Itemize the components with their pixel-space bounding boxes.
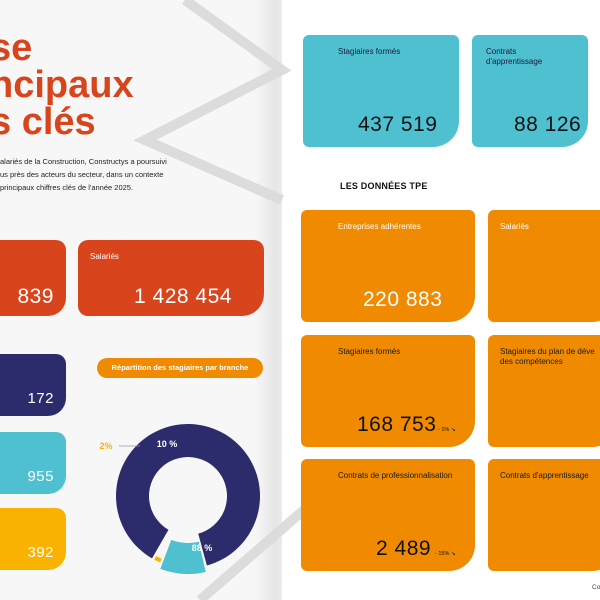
stat-card-salaries: Salariés 1 428 454: [78, 240, 264, 316]
stat-value: 437 519: [358, 113, 438, 136]
stat-label: Salariés: [500, 222, 529, 231]
tpe-card-entreprises: Entreprises adhérentes 220 883: [301, 210, 475, 322]
slice-navy: [116, 424, 261, 566]
page-headline: se ncipaux s clés: [0, 27, 134, 143]
stat-label: Stagiaires formés: [338, 347, 401, 356]
trend-indicator: - 1% ↘: [438, 427, 456, 433]
tpe-card-salaries: Salariés: [488, 210, 600, 322]
stat-value: 2 489: [376, 537, 432, 560]
intro-line: us près des acteurs du secteur, dans un …: [0, 170, 164, 179]
page-footer: Co: [592, 584, 600, 591]
stat-label: Contrats d'apprentissage: [500, 471, 589, 480]
stat-card-navy: 172: [0, 354, 66, 416]
stat-label-line: Stagiaires du plan de déve: [500, 347, 595, 356]
trend-indicator: - 15% ↘: [435, 551, 456, 557]
tpe-card-stagiaires: Stagiaires formés 168 753 - 1% ↘: [301, 335, 475, 447]
chart-title-pill: Répartition des stagiaires par branche: [97, 358, 263, 378]
stat-label: Contrats de professionnalisation: [338, 471, 453, 480]
slice-cyan: [160, 539, 206, 574]
stat-label-line: Stagiaires formés: [338, 47, 401, 56]
tpe-card-contrats-pro: Contrats de professionnalisation 2 489 -…: [301, 459, 475, 571]
stat-label: Stagiaires formés: [338, 47, 400, 57]
stat-value: 172: [27, 390, 54, 407]
stat-label: Salariés: [90, 252, 119, 261]
slice-yellow: [154, 556, 162, 563]
stat-label-line: d'apprentissage: [486, 57, 543, 66]
stat-card-cyan: 955: [0, 432, 66, 494]
stat-label-line: Contrats: [486, 47, 517, 56]
donut-label: 2%: [99, 441, 112, 451]
stat-value: 955: [27, 468, 54, 485]
stat-value: 1 428 454: [134, 285, 232, 308]
stat-card-yellow: 392: [0, 508, 66, 570]
stat-label: Stagiaires du plan de déve des compétenc…: [500, 347, 595, 367]
headline-line: ncipaux: [0, 64, 134, 106]
donut-label: 88 %: [192, 543, 213, 553]
stat-label: Entreprises adhérentes: [338, 222, 421, 231]
stat-value: 88 126: [514, 113, 582, 136]
stat-card-contrats-apprentissage: Contrats d'apprentissage 88 126: [472, 35, 588, 147]
stat-value: 168 753: [357, 413, 437, 436]
stat-label: Contrats d'apprentissage: [486, 47, 542, 67]
tpe-card-plan-competences: Stagiaires du plan de déve des compétenc…: [488, 335, 600, 447]
stat-value: 839: [17, 285, 54, 308]
stat-label-line: des compétences: [500, 357, 563, 366]
stat-card-stagiaires-formes: Stagiaires formés 437 519: [303, 35, 459, 147]
headline-line: se: [0, 27, 33, 69]
donut-label: 10 %: [157, 439, 178, 449]
headline-line: s clés: [0, 101, 96, 143]
tpe-section-title: LES DONNÉES TPE: [340, 181, 428, 191]
stat-value: 220 883: [363, 288, 443, 311]
intro-line: alariés de la Construction, Constructys …: [0, 157, 167, 166]
tpe-card-apprentissage: Contrats d'apprentissage: [488, 459, 600, 571]
stat-card-red: 839: [0, 240, 66, 316]
intro-line: principaux chiffres clés de l'année 2025…: [0, 183, 134, 192]
stat-value: 392: [27, 544, 54, 561]
intro-paragraph: alariés de la Construction, Constructys …: [0, 155, 167, 194]
